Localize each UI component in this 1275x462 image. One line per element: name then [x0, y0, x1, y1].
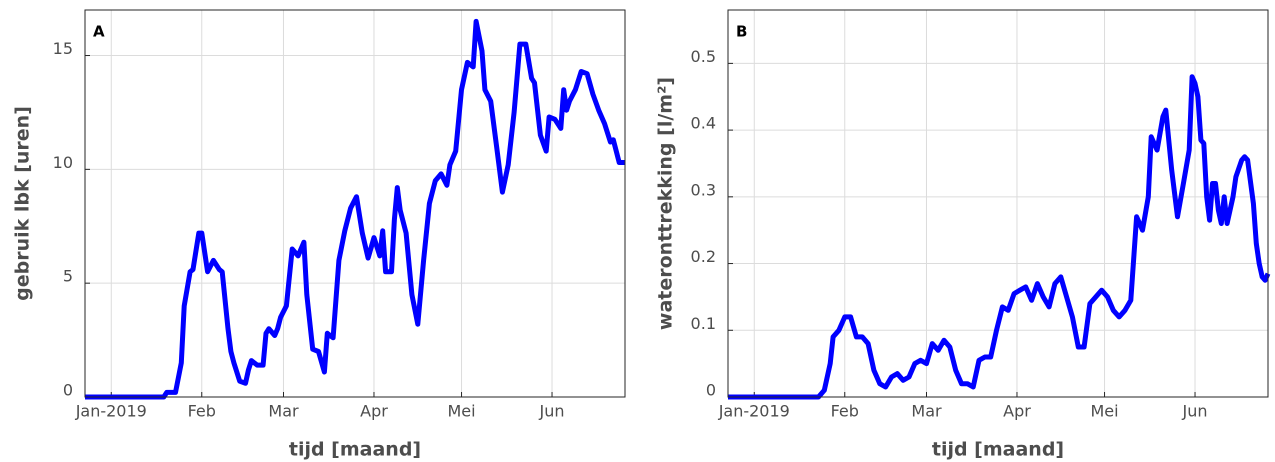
x-tick-label: Jun	[539, 402, 565, 421]
y-tick-label: 0.2	[691, 247, 716, 266]
y-tick-label: 5	[63, 267, 73, 286]
x-tick-label: Mar	[268, 402, 299, 421]
x-tick-label: Mei	[1090, 402, 1118, 421]
data-line	[728, 74, 1271, 400]
y-tick-label: 10	[53, 153, 73, 172]
x-tick-label: Apr	[1003, 402, 1031, 421]
y-tick-label: 0	[63, 381, 73, 400]
plot-frame	[727, 9, 1269, 398]
panel-label: B	[736, 23, 747, 41]
y-tick-label: 0.4	[691, 114, 716, 133]
x-tick-label: Mei	[447, 402, 475, 421]
y-axis-label: wateronttrekking [l/m²]	[655, 77, 677, 330]
x-tick-label: Feb	[831, 402, 859, 421]
x-tick-label: Jan-2019	[75, 402, 147, 421]
y-tick-label: 0.5	[691, 47, 716, 66]
panel-label: A	[93, 23, 105, 41]
y-tick-label: 0.1	[691, 314, 716, 333]
x-axis-label: tijd [maand]	[289, 439, 421, 461]
x-axis-label: tijd [maand]	[932, 439, 1064, 461]
x-tick-label: Jun	[1182, 402, 1208, 421]
y-tick-label: 15	[53, 39, 73, 58]
y-tick-label: 0.3	[691, 180, 716, 199]
x-tick-label: Mar	[911, 402, 942, 421]
y-tick-label: 0	[706, 381, 716, 400]
x-tick-label: Apr	[360, 402, 388, 421]
y-axis-label: gebruik lbk [uren]	[12, 106, 34, 301]
x-tick-label: Jan-2019	[718, 402, 790, 421]
plot-frame	[84, 9, 626, 398]
x-tick-label: Feb	[188, 402, 216, 421]
data-line	[85, 18, 625, 400]
